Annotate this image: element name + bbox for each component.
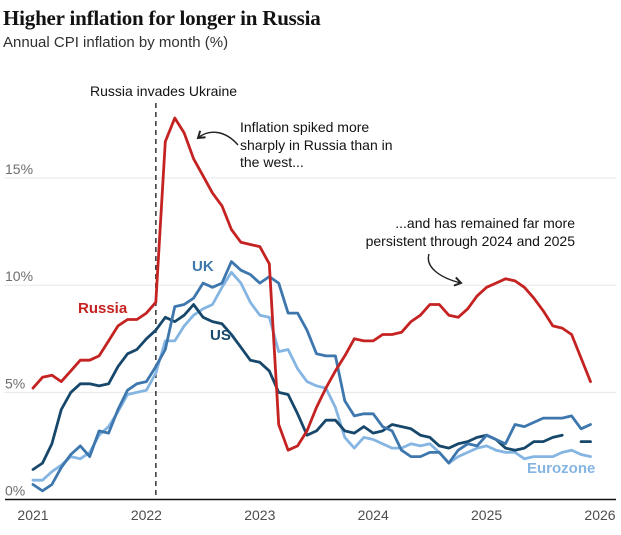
x-tick-label-2021: 2021	[17, 507, 48, 523]
invasion-event-label: Russia invades Ukraine	[90, 83, 238, 99]
series-line-uk	[31, 260, 592, 493]
y-tick-label-15%: 15%	[5, 161, 33, 177]
y-axis-labels: 0% 5% 10% 15%	[5, 161, 33, 498]
series-line-us	[31, 303, 564, 471]
series-line-eurozone	[31, 270, 592, 482]
x-tick-label-2025: 2025	[471, 507, 502, 523]
annotation-arrow-persistent	[427, 253, 463, 287]
x-axis-labels: 2021 2022 2023 2024 2025 2026	[17, 507, 615, 523]
series-label-us: US	[210, 327, 231, 344]
annotation-persistent: ...and has remained far more persistent …	[365, 215, 575, 249]
annotation-spike: Inflation spiked more sharply in Russia …	[240, 119, 393, 170]
series-label-uk: UK	[192, 258, 214, 275]
chart-subtitle: Annual CPI inflation by month (%)	[3, 34, 229, 51]
series-label-russia: Russia	[78, 300, 128, 317]
annotation-arrow-spike	[196, 130, 239, 146]
y-tick-label-10%: 10%	[5, 268, 33, 284]
series-label-eurozone: Eurozone	[527, 460, 596, 477]
gridlines	[4, 177, 616, 393]
series-line-russia	[31, 116, 592, 452]
y-tick-label-5%: 5%	[5, 375, 25, 391]
x-tick-label-2022: 2022	[131, 507, 162, 523]
y-tick-label-0%: 0%	[5, 483, 25, 499]
chart-title: Higher inflation for longer in Russia	[3, 6, 321, 30]
x-tick-label-2023: 2023	[244, 507, 275, 523]
x-tick-label-2024: 2024	[358, 507, 389, 523]
series-lines	[31, 116, 592, 493]
x-tick-label-2026: 2026	[584, 507, 615, 523]
